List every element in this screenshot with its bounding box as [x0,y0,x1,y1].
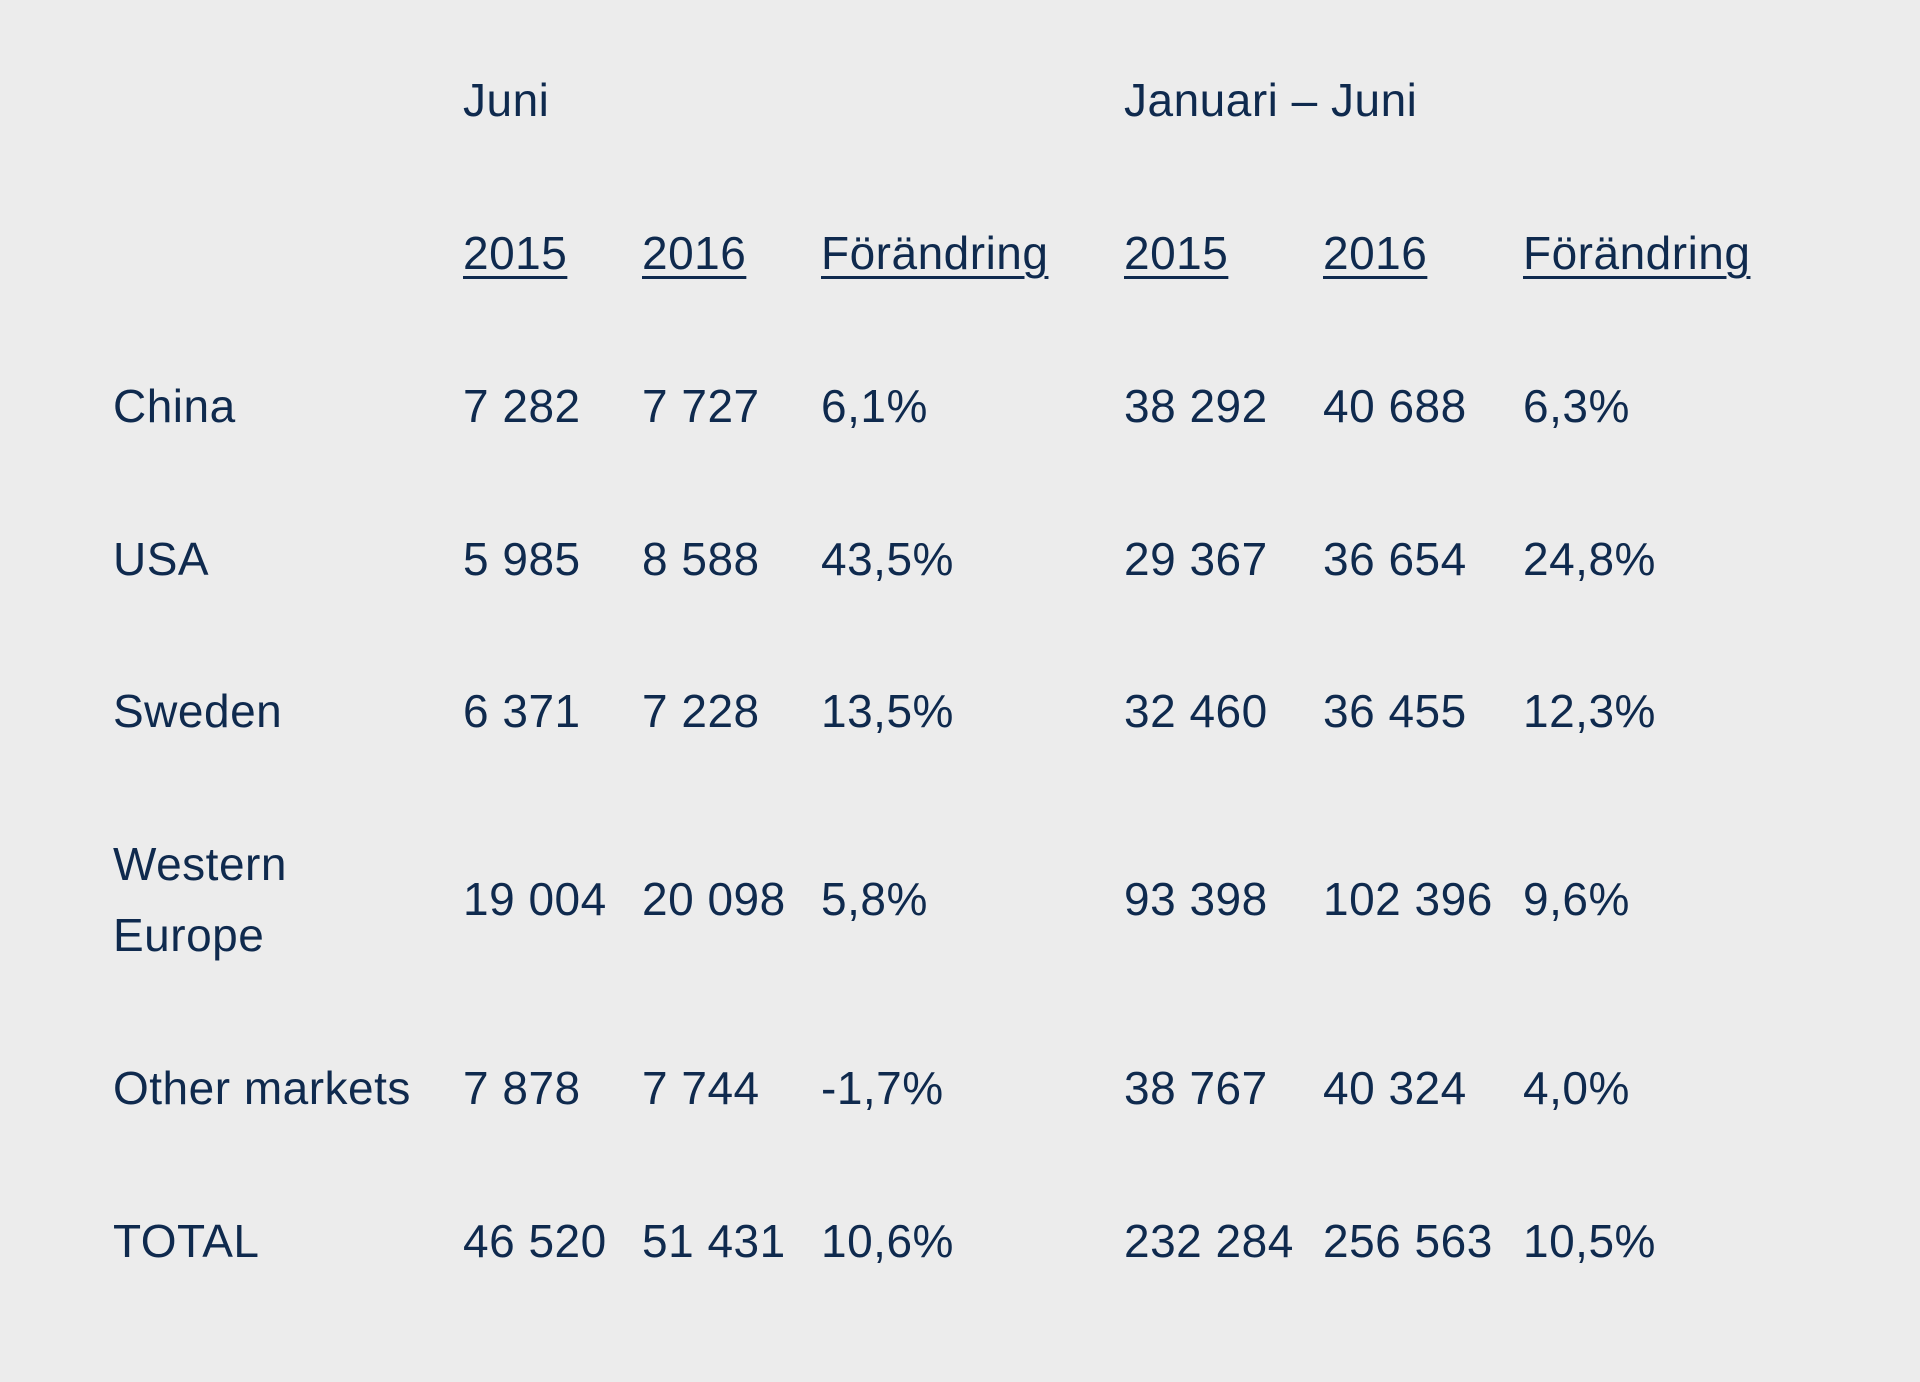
table-cell: 232 284 [1124,1215,1294,1267]
table-cell: 38 292 [1124,380,1268,432]
table-cell: 20 098 [642,873,786,925]
table-cell: 40 324 [1323,1062,1467,1114]
table-cell: 102 396 [1323,873,1493,925]
table-cell: 32 460 [1124,685,1268,737]
table-cell: 10,6% [821,1215,954,1267]
table-cell: 4,0% [1523,1062,1630,1114]
table-cell: 7 228 [642,685,760,737]
table-cell: 93 398 [1124,873,1268,925]
col-header-ytd-change: Förändring [1523,227,1751,279]
col-header-ytd-2016: 2016 [1323,227,1428,279]
table-cell: 7 744 [642,1062,760,1114]
table-cell: 24,8% [1523,533,1656,585]
table-cell: 38 767 [1124,1062,1268,1114]
table-cell: 7 727 [642,380,760,432]
table-cell: 36 654 [1323,533,1467,585]
table-cell: 5,8% [821,873,928,925]
table-cell: 6 371 [463,685,581,737]
table-cell: 9,6% [1523,873,1630,925]
table-cell: 40 688 [1323,380,1467,432]
table-cell: 19 004 [463,873,607,925]
col-header-month-2016: 2016 [642,227,747,279]
table-cell: 36 455 [1323,685,1467,737]
col-header-month-2015: 2015 [463,227,568,279]
table-cell: 10,5% [1523,1215,1656,1267]
col-header-ytd-2015: 2015 [1124,227,1229,279]
table-cell: 7 282 [463,380,581,432]
table-cell: 51 431 [642,1215,786,1267]
table-cell: 43,5% [821,533,954,585]
row-label-western: Western [113,838,287,890]
row-label-europe: Europe [113,909,265,961]
row-label-usa: USA [113,533,210,585]
col-header-month-change: Förändring [821,227,1049,279]
table-cell: 256 563 [1323,1215,1493,1267]
table-cell: 6,1% [821,380,928,432]
table-cell: 8 588 [642,533,760,585]
row-label-china: China [113,380,236,432]
table-cell: 6,3% [1523,380,1630,432]
row-label-other-markets: Other markets [113,1062,411,1114]
period-header-ytd: Januari – Juni [1124,74,1418,126]
table-cell: 7 878 [463,1062,581,1114]
table-cell: 29 367 [1124,533,1268,585]
table-cell: 46 520 [463,1215,607,1267]
table-cell: 5 985 [463,533,581,585]
row-label-sweden: Sweden [113,685,283,737]
row-label-total: TOTAL [113,1215,260,1267]
table-cell: 12,3% [1523,685,1656,737]
table-cell: 13,5% [821,685,954,737]
period-header-month: Juni [463,74,550,126]
table-cell: -1,7% [821,1062,944,1114]
